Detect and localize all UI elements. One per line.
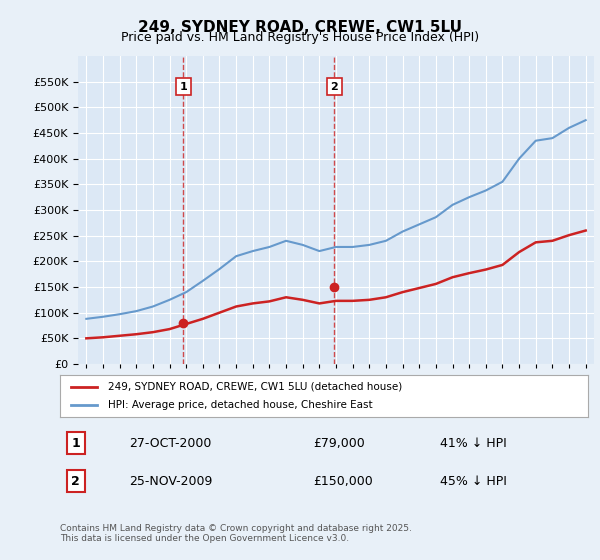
Text: 249, SYDNEY ROAD, CREWE, CW1 5LU (detached house): 249, SYDNEY ROAD, CREWE, CW1 5LU (detach… — [107, 382, 402, 392]
Text: 45% ↓ HPI: 45% ↓ HPI — [440, 475, 507, 488]
Text: 25-NOV-2009: 25-NOV-2009 — [128, 475, 212, 488]
Text: 27-OCT-2000: 27-OCT-2000 — [128, 437, 211, 450]
Text: 2: 2 — [331, 82, 338, 92]
Text: HPI: Average price, detached house, Cheshire East: HPI: Average price, detached house, Ches… — [107, 400, 372, 410]
Text: £79,000: £79,000 — [313, 437, 365, 450]
Text: 1: 1 — [179, 82, 187, 92]
Text: Contains HM Land Registry data © Crown copyright and database right 2025.
This d: Contains HM Land Registry data © Crown c… — [60, 524, 412, 543]
Text: £150,000: £150,000 — [313, 475, 373, 488]
Text: Price paid vs. HM Land Registry's House Price Index (HPI): Price paid vs. HM Land Registry's House … — [121, 31, 479, 44]
Text: 249, SYDNEY ROAD, CREWE, CW1 5LU: 249, SYDNEY ROAD, CREWE, CW1 5LU — [138, 20, 462, 35]
Text: 1: 1 — [71, 437, 80, 450]
Text: 41% ↓ HPI: 41% ↓ HPI — [440, 437, 507, 450]
Text: 2: 2 — [71, 475, 80, 488]
